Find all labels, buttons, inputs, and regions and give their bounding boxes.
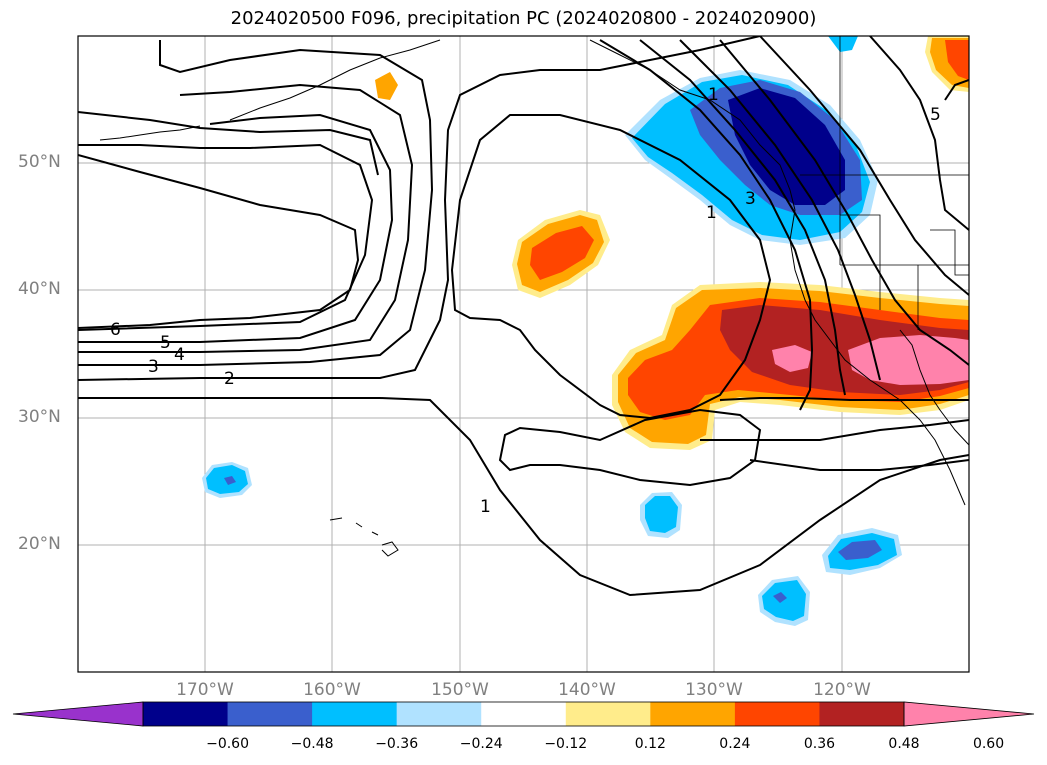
- map-plot: 6 5 4 3 2 1 1 1 3 5: [77, 35, 970, 673]
- negative-precip-anomaly-top: [828, 36, 858, 52]
- coastlines: [99, 39, 969, 557]
- colorbar-arrow-high: [903, 701, 1035, 727]
- lon-label-170w: 170°W: [176, 680, 234, 700]
- colorbar-tick-label: 0.36: [803, 736, 836, 752]
- positive-precip-anomaly-alaska: [375, 72, 398, 100]
- colorbar-segment: [396, 702, 482, 726]
- contour-label-6: 6: [110, 320, 121, 340]
- contour-label-3b: 3: [745, 189, 756, 209]
- lon-label-150w: 150°W: [431, 680, 489, 700]
- negative-precip-anomaly-south-2: [758, 576, 810, 626]
- colorbar-tick-label: −0.24: [459, 736, 503, 752]
- colorbar-tick-label: 0.12: [634, 736, 666, 752]
- contour-label-5: 5: [160, 333, 171, 353]
- colorbar-tick-label: −0.12: [544, 736, 588, 752]
- lon-label-160w: 160°W: [303, 680, 361, 700]
- negative-precip-anomaly-south-1: [822, 528, 902, 575]
- colorbar-frame: [142, 701, 905, 727]
- map-frame: [77, 35, 970, 673]
- colorbar-segment: [312, 702, 398, 726]
- lat-label-20n: 20°N: [18, 534, 61, 554]
- positive-precip-anomaly-midpacific: [512, 210, 610, 298]
- lat-label-30n: 30°N: [18, 407, 61, 427]
- contour-label-3: 3: [148, 357, 159, 377]
- colorbar-tick-label: −0.36: [375, 736, 419, 752]
- lon-label-120w: 120°W: [813, 680, 871, 700]
- negative-precip-anomaly-hawaii-west: [202, 462, 252, 498]
- lat-label-40n: 40°N: [18, 279, 61, 299]
- colorbar-segment: [650, 702, 736, 726]
- contour-label-1b: 1: [706, 203, 717, 223]
- lat-label-50n: 50°N: [18, 152, 61, 172]
- contour-lines: [78, 36, 969, 597]
- colorbar: [12, 701, 1035, 727]
- colorbar-tick-label: 0.24: [719, 736, 751, 752]
- positive-precip-anomaly-atmospheric-river: [612, 282, 969, 450]
- colorbar-tick-label: 0.60: [972, 736, 1005, 752]
- contour-label-1c: 1: [708, 85, 719, 105]
- political-borders: [800, 36, 969, 330]
- contour-label-2: 2: [224, 369, 235, 389]
- contour-label-5b: 5: [930, 105, 941, 125]
- colorbar-segment: [143, 702, 229, 726]
- colorbar-segment: [734, 702, 820, 726]
- colorbar-tick-label: 0.48: [888, 736, 920, 752]
- lon-label-130w: 130°W: [685, 680, 743, 700]
- colorbar-segment: [481, 702, 567, 726]
- map-title: 2024020500 F096, precipitation PC (20240…: [230, 8, 817, 29]
- contour-label-1a: 1: [480, 497, 491, 517]
- colorbar-tick-label: −0.48: [290, 736, 334, 752]
- positive-precip-anomaly-top-right: [925, 36, 969, 92]
- lon-label-140w: 140°W: [558, 680, 616, 700]
- colorbar-arrow-low: [12, 701, 144, 727]
- negative-precip-anomaly-east-hawaii: [640, 492, 682, 538]
- colorbar-segment: [565, 702, 651, 726]
- colorbar-segment: [819, 702, 905, 726]
- contour-label-4: 4: [174, 345, 185, 365]
- colorbar-tick-label: −0.60: [206, 736, 249, 752]
- colorbar-segment: [227, 702, 313, 726]
